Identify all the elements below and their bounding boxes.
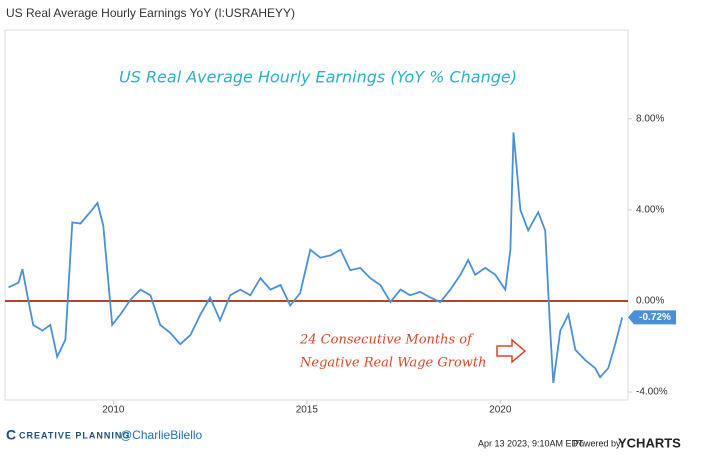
- value-flag: [628, 310, 676, 325]
- line: [8, 132, 624, 384]
- y-tick-label: 0.00%: [636, 296, 664, 307]
- plot-frame: [4, 29, 629, 401]
- arrow: [496, 338, 527, 364]
- annotation: 24 Consecutive Months of: [299, 333, 474, 348]
- brand: CREATIVE PLANNING: [19, 430, 130, 440]
- y-tick-label: 8.00%: [636, 113, 664, 124]
- last-value-label: -0.72%: [639, 312, 671, 323]
- logo: YCHARTS: [618, 435, 681, 450]
- x-tick-label: 2015: [296, 405, 319, 416]
- brand-icon: C: [6, 427, 16, 443]
- y-tick-label: -4.00%: [636, 387, 668, 398]
- powered-by: Powered by: [573, 438, 621, 448]
- subtitle: US Real Average Hourly Earnings (YoY % C…: [119, 68, 517, 87]
- timestamp: Apr 13 2023, 9:10AM EDT.: [478, 438, 585, 448]
- x-tick-label: 2020: [489, 405, 512, 416]
- x-tick-label: 2010: [102, 405, 125, 416]
- chart-title: US Real Average Hourly Earnings YoY (I:U…: [6, 6, 295, 20]
- handle: @CharlieBilello: [120, 428, 203, 442]
- annotation: Negative Real Wage Growth: [299, 356, 487, 371]
- y-tick-label: 4.00%: [636, 205, 664, 216]
